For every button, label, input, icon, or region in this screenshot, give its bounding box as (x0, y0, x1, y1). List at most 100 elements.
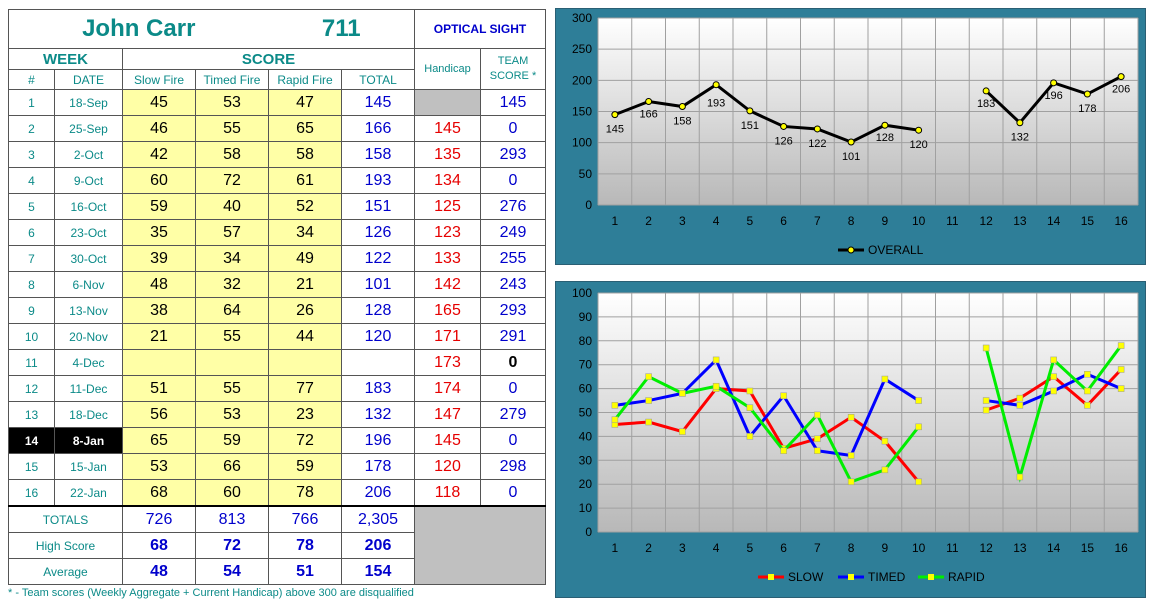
cell-handicap: 135 (414, 141, 481, 168)
cell-rapid: 23 (268, 401, 342, 428)
timed-fire-header: Timed Fire (195, 69, 269, 90)
data-point (645, 418, 652, 426)
team-name: OPTICAL SIGHT (414, 9, 546, 49)
table-row: 11 4-Dec 173 0 (8, 349, 546, 376)
shooter-name: John Carr (8, 9, 269, 49)
cell-num: 8 (8, 271, 55, 298)
table-row: 6 23-Oct 35 57 34 126 123 249 (8, 219, 546, 246)
handicap-header: Handicap (414, 48, 481, 90)
data-point (915, 423, 922, 431)
cell-total: 151 (341, 193, 415, 220)
data-label: 166 (639, 109, 657, 121)
data-point (746, 404, 754, 411)
fire-type-chart-panel: 0 10 20 30 40 50 60 70 80 90 100 1 2 3 4 5 6 7 8 9 10 11 12 13 1… (555, 281, 1146, 598)
table-row: 5 16-Oct 59 40 52 151 125 276 (8, 193, 546, 220)
cell-team: 255 (480, 245, 546, 272)
data-point (611, 416, 619, 423)
x-tick-label: 12 (979, 541, 993, 555)
total-header: TOTAL (341, 69, 415, 90)
cell-team: 243 (480, 271, 546, 298)
table-row: 2 25-Sep 46 55 65 166 145 0 (8, 115, 546, 142)
x-tick-label: 16 (1114, 214, 1128, 228)
y-tick-label: 60 (579, 382, 593, 396)
cell-slow: 35 (122, 219, 196, 246)
cell-total: 166 (341, 115, 415, 142)
data-label: 158 (673, 116, 691, 128)
cell-timed: 34 (195, 245, 269, 272)
cell-slow: 51 (122, 375, 196, 402)
cell-team: 293 (480, 141, 546, 168)
cell-timed: 53 (195, 89, 269, 116)
data-point (1117, 385, 1125, 392)
average-slow: 48 (122, 558, 196, 585)
totals-label: TOTALS (8, 505, 123, 533)
data-point (611, 111, 619, 119)
x-tick-label: 11 (946, 214, 959, 228)
cell-handicap: 142 (414, 271, 481, 298)
cell-slow: 59 (122, 193, 196, 220)
cell-timed: 40 (195, 193, 269, 220)
x-tick-label: 6 (780, 541, 787, 555)
table-row: 3 2-Oct 42 58 58 158 135 293 (8, 141, 546, 168)
data-point (881, 375, 889, 383)
x-tick-label: 10 (912, 541, 926, 555)
data-point (645, 373, 652, 380)
cell-num: 14 (8, 427, 55, 454)
data-label: 132 (1011, 132, 1029, 144)
data-point (814, 435, 821, 443)
overall-chart-panel: 0 50 100 150 200 250 300 1 2 3 4 5 6 7 8 9 10 11 12 13 14 15 1… (555, 8, 1146, 265)
cell-date: 25-Sep (54, 115, 123, 142)
data-label: 101 (842, 151, 860, 163)
cell-handicap: 145 (414, 115, 481, 142)
cell-handicap: 120 (414, 453, 481, 480)
cell-handicap: 123 (414, 219, 481, 246)
cell-date: 13-Nov (54, 297, 123, 324)
cell-team: 293 (480, 297, 546, 324)
data-point (982, 406, 990, 414)
high-score-label: High Score (8, 532, 123, 559)
cell-timed: 55 (195, 323, 269, 350)
cell-team: 0 (480, 115, 546, 142)
x-tick-label: 13 (1013, 214, 1027, 228)
cell-date: 11-Dec (54, 375, 123, 402)
cell-total: 132 (341, 401, 415, 428)
data-point (679, 428, 686, 435)
cell-date: 30-Oct (54, 245, 123, 272)
cell-date: 18-Sep (54, 89, 123, 116)
y-tick-label: 20 (579, 477, 593, 491)
y-tick-label: 50 (579, 406, 593, 420)
data-point (847, 138, 855, 146)
high-rapid: 78 (268, 532, 342, 559)
cell-handicap: 125 (414, 193, 481, 220)
score-table: John Carr 711 OPTICAL SIGHT WEEK SCORE H… (8, 9, 546, 585)
x-tick-label: 15 (1081, 214, 1095, 228)
data-point (780, 447, 787, 454)
cell-date: 18-Dec (54, 401, 123, 428)
totals-slow: 726 (122, 505, 196, 533)
cell-date: 6-Nov (54, 271, 123, 298)
data-label: 178 (1078, 103, 1096, 115)
x-tick-label: 7 (814, 214, 821, 228)
cell-slow: 56 (122, 401, 196, 428)
y-tick-label: 30 (579, 453, 593, 467)
cell-handicap: 165 (414, 297, 481, 324)
cell-slow: 39 (122, 245, 196, 272)
cell-total: 158 (341, 141, 415, 168)
team-score-header: TEAM SCORE * (480, 48, 546, 90)
x-tick-label: 5 (747, 541, 754, 555)
table-row: 12 11-Dec 51 55 77 183 174 0 (8, 375, 546, 402)
cell-total: 120 (341, 323, 415, 350)
cell-timed: 57 (195, 219, 269, 246)
cell-total: 126 (341, 219, 415, 246)
cell-handicap: 118 (414, 479, 481, 507)
cell-total: 122 (341, 245, 415, 272)
data-point (1016, 473, 1024, 481)
x-tick-label: 14 (1047, 214, 1061, 228)
x-tick-label: 8 (848, 214, 855, 228)
high-total: 206 (341, 532, 415, 559)
cell-date: 2-Oct (54, 141, 123, 168)
data-point (915, 397, 922, 404)
x-tick-label: 6 (780, 214, 787, 228)
cell-num: 16 (8, 479, 55, 507)
data-label: 206 (1112, 84, 1130, 96)
